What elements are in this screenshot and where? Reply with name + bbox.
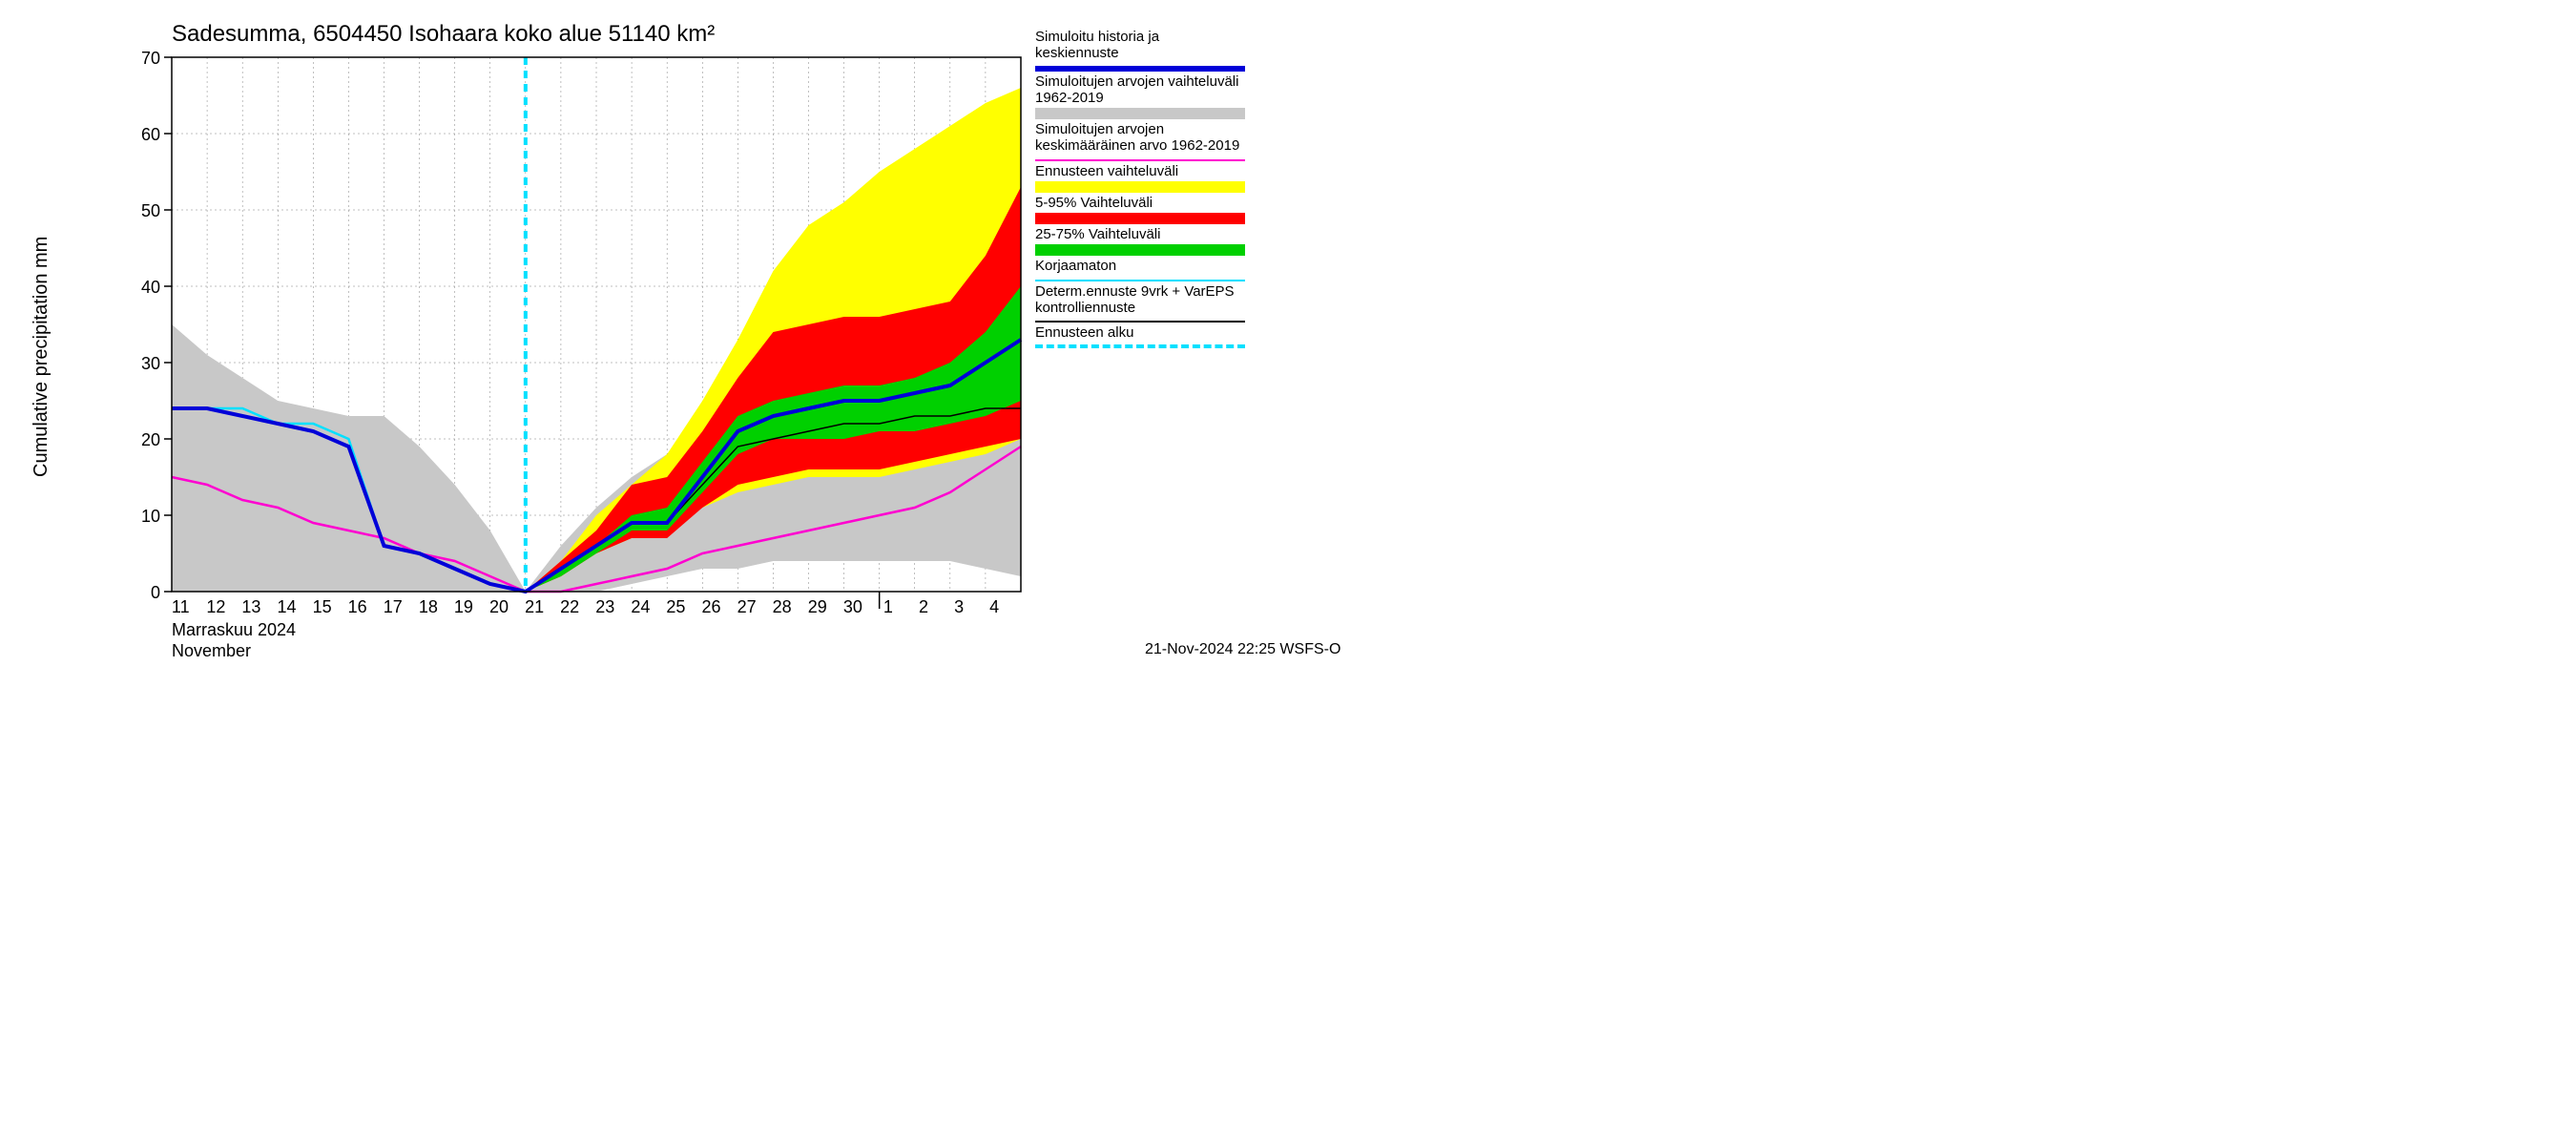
legend-label: Simuloitu historia ja keskiennuste [1035,29,1245,62]
chart-container: Sadesumma, 6504450 Isohaara koko alue 51… [0,0,1431,687]
legend-label: 5-95% Vaihteluväli [1035,195,1245,211]
svg-text:11: 11 [172,597,190,616]
legend-label: 25-75% Vaihteluväli [1035,226,1245,242]
legend-swatch [1035,321,1245,323]
svg-text:28: 28 [773,597,792,616]
legend-swatch [1035,181,1245,193]
svg-text:4: 4 [989,597,999,616]
legend-item: Determ.ennuste 9vrk + VarEPS kontrollien… [1035,283,1245,323]
svg-text:26: 26 [702,597,721,616]
legend-swatch [1035,66,1245,72]
legend: Simuloitu historia ja keskiennuste Simulo… [1035,29,1245,350]
svg-text:18: 18 [419,597,438,616]
month-label-fi: Marraskuu 2024 [172,620,296,640]
legend-label: Ennusteen alku [1035,324,1245,341]
svg-text:13: 13 [241,597,260,616]
legend-item: Ennusteen alku [1035,324,1245,348]
legend-swatch [1035,159,1245,161]
legend-swatch [1035,344,1245,348]
svg-text:16: 16 [348,597,367,616]
legend-item: Simuloitujen arvojen keskimääräinen arvo… [1035,121,1245,161]
svg-text:17: 17 [384,597,403,616]
svg-text:2: 2 [919,597,928,616]
svg-text:21: 21 [525,597,544,616]
legend-label: Simuloitujen arvojen keskimääräinen arvo… [1035,121,1245,155]
legend-item: Korjaamaton [1035,258,1245,281]
svg-text:15: 15 [313,597,332,616]
svg-text:29: 29 [808,597,827,616]
svg-text:19: 19 [454,597,473,616]
svg-text:10: 10 [141,507,160,526]
svg-text:3: 3 [954,597,964,616]
svg-text:23: 23 [595,597,614,616]
legend-swatch [1035,108,1245,119]
svg-text:60: 60 [141,125,160,144]
svg-text:40: 40 [141,278,160,297]
legend-label: Simuloitujen arvojen vaihteluväli 1962-2… [1035,73,1245,107]
svg-text:22: 22 [560,597,579,616]
svg-text:1: 1 [883,597,893,616]
svg-text:30: 30 [141,354,160,373]
svg-text:70: 70 [141,49,160,68]
legend-item: 5-95% Vaihteluväli [1035,195,1245,224]
legend-item: Simuloitu historia ja keskiennuste [1035,29,1245,72]
legend-label: Ennusteen vaihteluväli [1035,163,1245,179]
svg-text:24: 24 [631,597,650,616]
svg-text:30: 30 [843,597,862,616]
legend-swatch [1035,280,1245,281]
svg-text:20: 20 [489,597,509,616]
svg-text:27: 27 [737,597,757,616]
legend-label: Korjaamaton [1035,258,1245,274]
svg-text:50: 50 [141,201,160,220]
svg-text:14: 14 [278,597,297,616]
legend-item: 25-75% Vaihteluväli [1035,226,1245,256]
legend-swatch [1035,244,1245,256]
svg-text:12: 12 [206,597,225,616]
legend-item: Simuloitujen arvojen vaihteluväli 1962-2… [1035,73,1245,120]
legend-item: Ennusteen vaihteluväli [1035,163,1245,193]
svg-text:0: 0 [151,583,160,602]
timestamp: 21-Nov-2024 22:25 WSFS-O [1145,641,1340,658]
legend-label: Determ.ennuste 9vrk + VarEPS kontrollien… [1035,283,1245,317]
month-label-en: November [172,641,251,661]
svg-text:25: 25 [666,597,685,616]
legend-swatch [1035,213,1245,224]
svg-text:20: 20 [141,430,160,449]
